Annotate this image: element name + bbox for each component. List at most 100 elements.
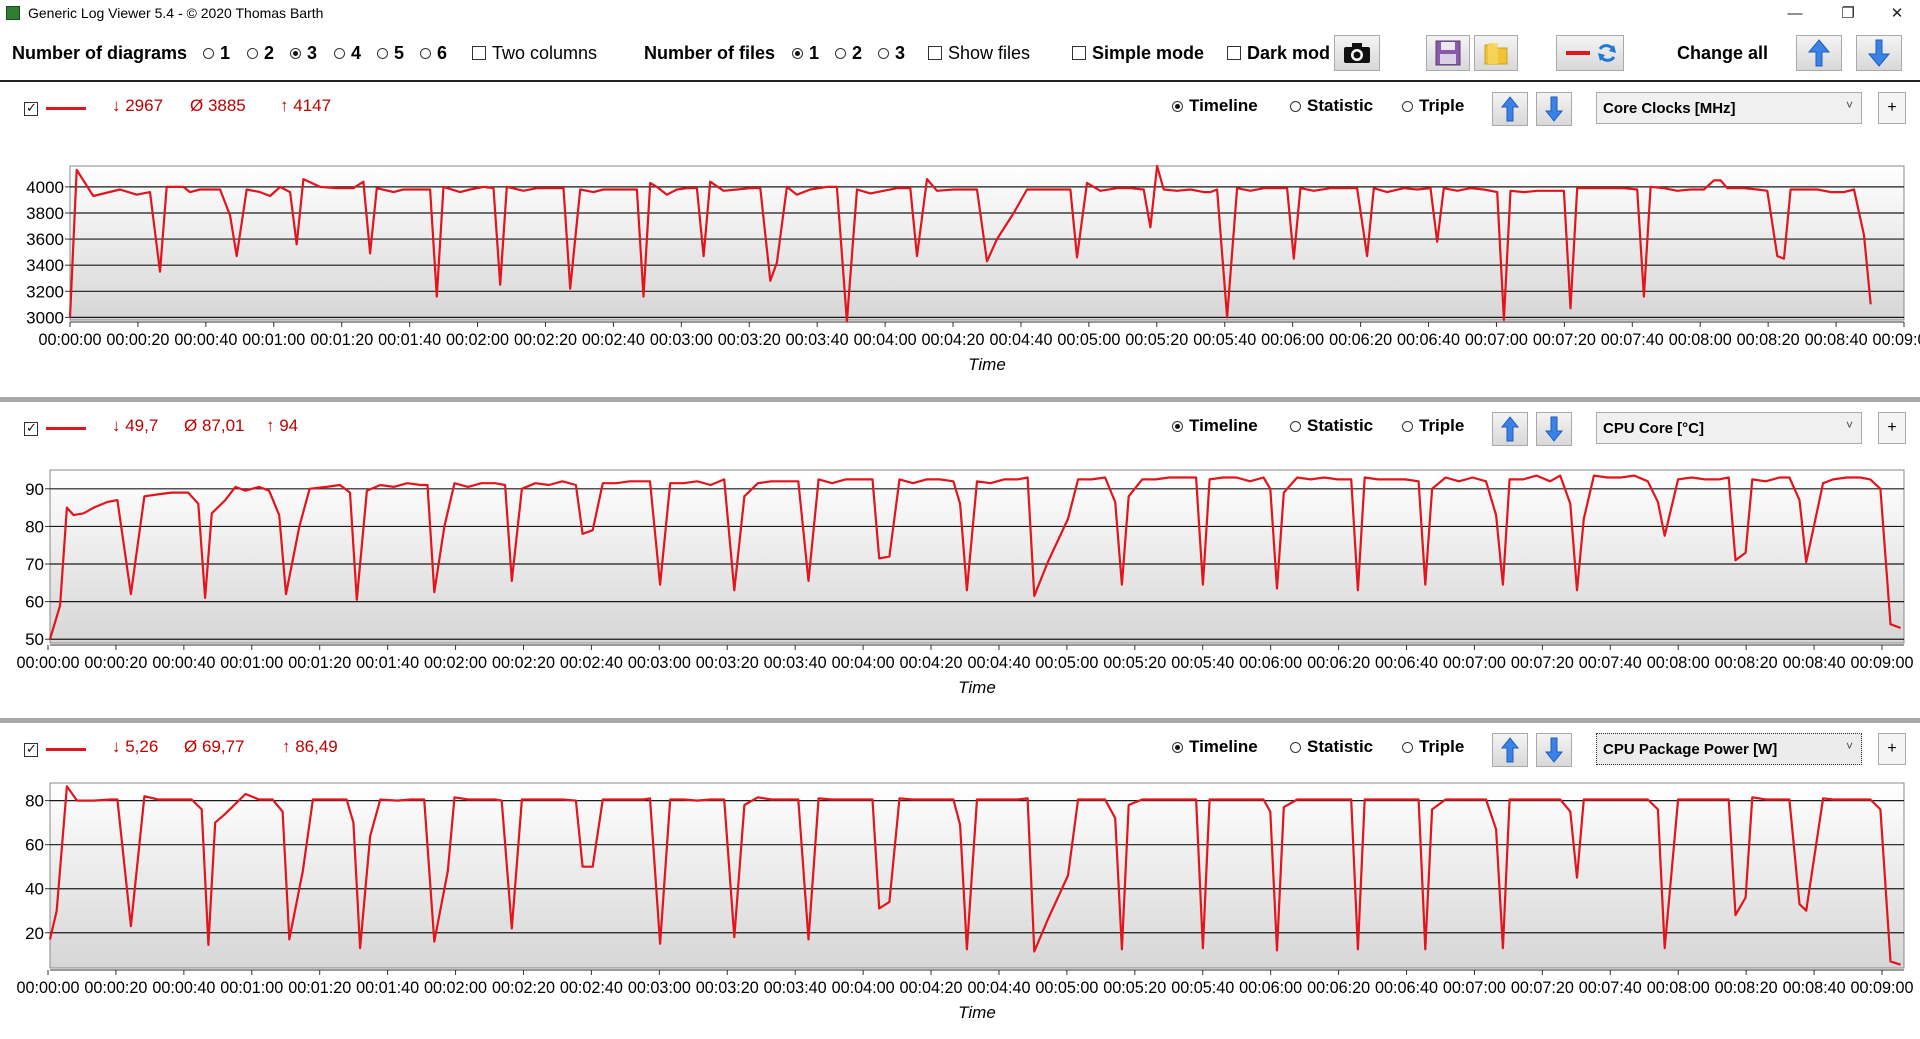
simple-mode-checkbox[interactable]: Simple mode [1072, 26, 1204, 80]
x-tick-label: 00:06:20 [1307, 979, 1370, 997]
x-tick-label: 00:05:20 [1103, 654, 1166, 672]
x-tick-label: 00:05:40 [1193, 331, 1256, 349]
x-tick-label: 00:03:40 [764, 654, 827, 672]
x-tick-label: 00:02:40 [560, 979, 623, 997]
view-option-triple[interactable]: Triple [1402, 96, 1464, 116]
series-line-sample[interactable] [46, 748, 86, 751]
view-option-timeline[interactable]: Timeline [1172, 96, 1258, 116]
diagrams-option-2[interactable]: 2 [247, 26, 274, 80]
files-option-3[interactable]: 3 [878, 26, 905, 80]
move-panel-up-button[interactable] [1492, 92, 1528, 126]
panel-separator[interactable] [0, 397, 1920, 402]
move-down-all-button[interactable] [1856, 35, 1902, 71]
sensor-select[interactable]: Core Clocks [MHz] ˅ [1596, 92, 1862, 124]
x-tick-label: 00:01:20 [288, 979, 351, 997]
move-panel-down-button[interactable] [1536, 92, 1572, 126]
add-series-button[interactable]: + [1878, 412, 1906, 444]
view-option-timeline[interactable]: Timeline [1172, 737, 1258, 757]
move-panel-up-button[interactable] [1492, 733, 1528, 767]
x-tick-label: 00:04:00 [832, 979, 895, 997]
view-option-statistic[interactable]: Statistic [1290, 737, 1373, 757]
x-tick-label: 00:00:40 [174, 331, 237, 349]
sensor-select-value: Core Clocks [MHz] [1603, 99, 1736, 117]
x-tick-label: 00:08:20 [1715, 979, 1778, 997]
arrow-up-icon [1500, 96, 1520, 122]
x-tick-label: 00:06:00 [1239, 979, 1302, 997]
x-tick-label: 00:07:00 [1465, 331, 1528, 349]
view-option-statistic[interactable]: Statistic [1290, 416, 1373, 436]
series-visible-checkbox[interactable] [24, 420, 38, 436]
diagrams-option-6[interactable]: 6 [420, 26, 447, 80]
save-button[interactable] [1426, 35, 1470, 71]
radio-icon [878, 47, 889, 59]
x-tick-label: 00:00:20 [106, 331, 169, 349]
minimize-button[interactable]: — [1787, 4, 1803, 22]
x-tick-label: 00:06:00 [1261, 331, 1324, 349]
plot-area[interactable] [49, 469, 1905, 644]
x-tick-label: 00:04:20 [900, 979, 963, 997]
close-button[interactable]: ✕ [1890, 5, 1904, 22]
chevron-down-icon: ˅ [1845, 739, 1853, 753]
checkbox-icon [472, 46, 486, 60]
diagrams-option-5[interactable]: 5 [377, 26, 404, 80]
add-series-button[interactable]: + [1878, 733, 1906, 765]
files-label: Number of files [644, 42, 776, 63]
sensor-select[interactable]: CPU Core [°C] ˅ [1596, 412, 1862, 444]
view-option-timeline[interactable]: Timeline [1172, 416, 1258, 436]
sensor-select-value: CPU Core [°C] [1603, 419, 1705, 437]
series-line-sample[interactable] [46, 107, 86, 110]
move-panel-down-button[interactable] [1536, 733, 1572, 767]
view-option-statistic[interactable]: Statistic [1290, 96, 1373, 116]
dark-mode-checkbox[interactable]: Dark mod [1227, 26, 1330, 80]
avg-value: Ø 3885 [190, 96, 246, 115]
y-tick-label: 3000 [26, 308, 64, 327]
series-line[interactable] [48, 474, 1901, 640]
view-option-triple[interactable]: Triple [1402, 416, 1464, 436]
show-files-checkbox[interactable]: Show files [928, 26, 1030, 80]
radio-selected-icon [290, 47, 301, 59]
radio-icon [203, 47, 214, 59]
diagram-panel-3: ↓ 5,26 Ø 69,77 ↑ 86,49 Timeline Statistic Tri… [0, 723, 1920, 1039]
checkbox-icon [928, 46, 942, 60]
arrow-down-icon [1544, 416, 1564, 442]
move-panel-up-button[interactable] [1492, 412, 1528, 446]
checkbox-icon [1072, 46, 1086, 60]
min-value: ↓ 2967 [112, 96, 164, 115]
series-line[interactable] [68, 164, 1872, 323]
view-option-triple[interactable]: Triple [1402, 737, 1464, 757]
x-tick-label: 00:06:40 [1375, 979, 1438, 997]
radio-icon [420, 47, 431, 59]
screenshot-button[interactable] [1334, 35, 1380, 71]
files-option-1[interactable]: 1 [792, 26, 819, 80]
add-series-button[interactable]: + [1878, 92, 1906, 124]
move-panel-down-button[interactable] [1536, 412, 1572, 446]
series-line[interactable] [48, 785, 1901, 966]
open-folder-button[interactable] [1474, 35, 1518, 71]
x-tick-label: 00:04:20 [922, 331, 985, 349]
min-value: ↓ 49,7 [112, 416, 159, 435]
restore-button[interactable]: ❐ [1841, 5, 1855, 22]
sensor-select[interactable]: CPU Package Power [W] ˅ [1596, 733, 1862, 765]
y-tick-label: 3400 [26, 256, 64, 275]
two-columns-checkbox[interactable]: Two columns [472, 26, 597, 80]
files-option-2[interactable]: 2 [835, 26, 862, 80]
line-style-refresh-button[interactable] [1556, 35, 1624, 71]
title-bar: Generic Log Viewer 5.4 - © 2020 Thomas B… [0, 0, 1920, 26]
series-visible-checkbox[interactable] [24, 100, 38, 116]
x-tick-label: 00:03:40 [764, 979, 827, 997]
arrow-up-icon [1807, 39, 1831, 67]
diagrams-option-1[interactable]: 1 [203, 26, 230, 80]
series-line-sample[interactable] [46, 427, 86, 430]
diagrams-option-3[interactable]: 3 [290, 26, 317, 80]
x-tick-label: 00:02:00 [446, 331, 509, 349]
x-tick-label: 00:07:20 [1511, 979, 1574, 997]
panel-separator[interactable] [0, 718, 1920, 723]
move-up-all-button[interactable] [1796, 35, 1842, 71]
x-tick-label: 00:01:00 [220, 654, 283, 672]
x-axis-label: Time [958, 678, 996, 697]
x-tick-label: 00:05:00 [1035, 654, 1098, 672]
x-tick-label: 00:01:40 [356, 654, 419, 672]
series-visible-checkbox[interactable] [24, 741, 38, 757]
radio-icon [1290, 421, 1301, 433]
diagrams-option-4[interactable]: 4 [334, 26, 361, 80]
